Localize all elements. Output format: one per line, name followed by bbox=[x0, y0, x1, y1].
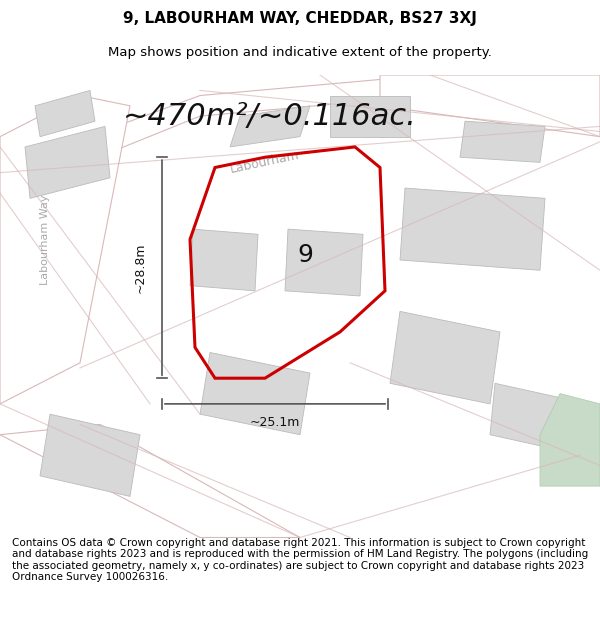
Polygon shape bbox=[285, 229, 363, 296]
Text: Contains OS data © Crown copyright and database right 2021. This information is : Contains OS data © Crown copyright and d… bbox=[12, 538, 588, 582]
Text: 9, LABOURHAM WAY, CHEDDAR, BS27 3XJ: 9, LABOURHAM WAY, CHEDDAR, BS27 3XJ bbox=[123, 11, 477, 26]
Polygon shape bbox=[35, 91, 95, 137]
Polygon shape bbox=[330, 96, 410, 137]
Polygon shape bbox=[40, 414, 140, 496]
Text: ~25.1m: ~25.1m bbox=[250, 416, 300, 429]
Text: ~28.8m: ~28.8m bbox=[133, 242, 146, 293]
Polygon shape bbox=[380, 75, 600, 137]
Text: Labourham: Labourham bbox=[229, 149, 301, 176]
Polygon shape bbox=[25, 126, 110, 198]
Polygon shape bbox=[490, 383, 565, 450]
Polygon shape bbox=[200, 352, 310, 435]
Polygon shape bbox=[460, 121, 545, 162]
Polygon shape bbox=[540, 394, 600, 486]
Polygon shape bbox=[230, 106, 310, 147]
Polygon shape bbox=[0, 96, 130, 404]
Polygon shape bbox=[390, 311, 500, 404]
Text: Labourham Way: Labourham Way bbox=[40, 194, 50, 285]
Polygon shape bbox=[60, 75, 600, 172]
Text: ~470m²/~0.116ac.: ~470m²/~0.116ac. bbox=[123, 102, 417, 131]
Polygon shape bbox=[0, 424, 300, 538]
Polygon shape bbox=[190, 229, 258, 291]
Polygon shape bbox=[400, 188, 545, 270]
Text: 9: 9 bbox=[297, 243, 313, 267]
Text: Map shows position and indicative extent of the property.: Map shows position and indicative extent… bbox=[108, 46, 492, 59]
